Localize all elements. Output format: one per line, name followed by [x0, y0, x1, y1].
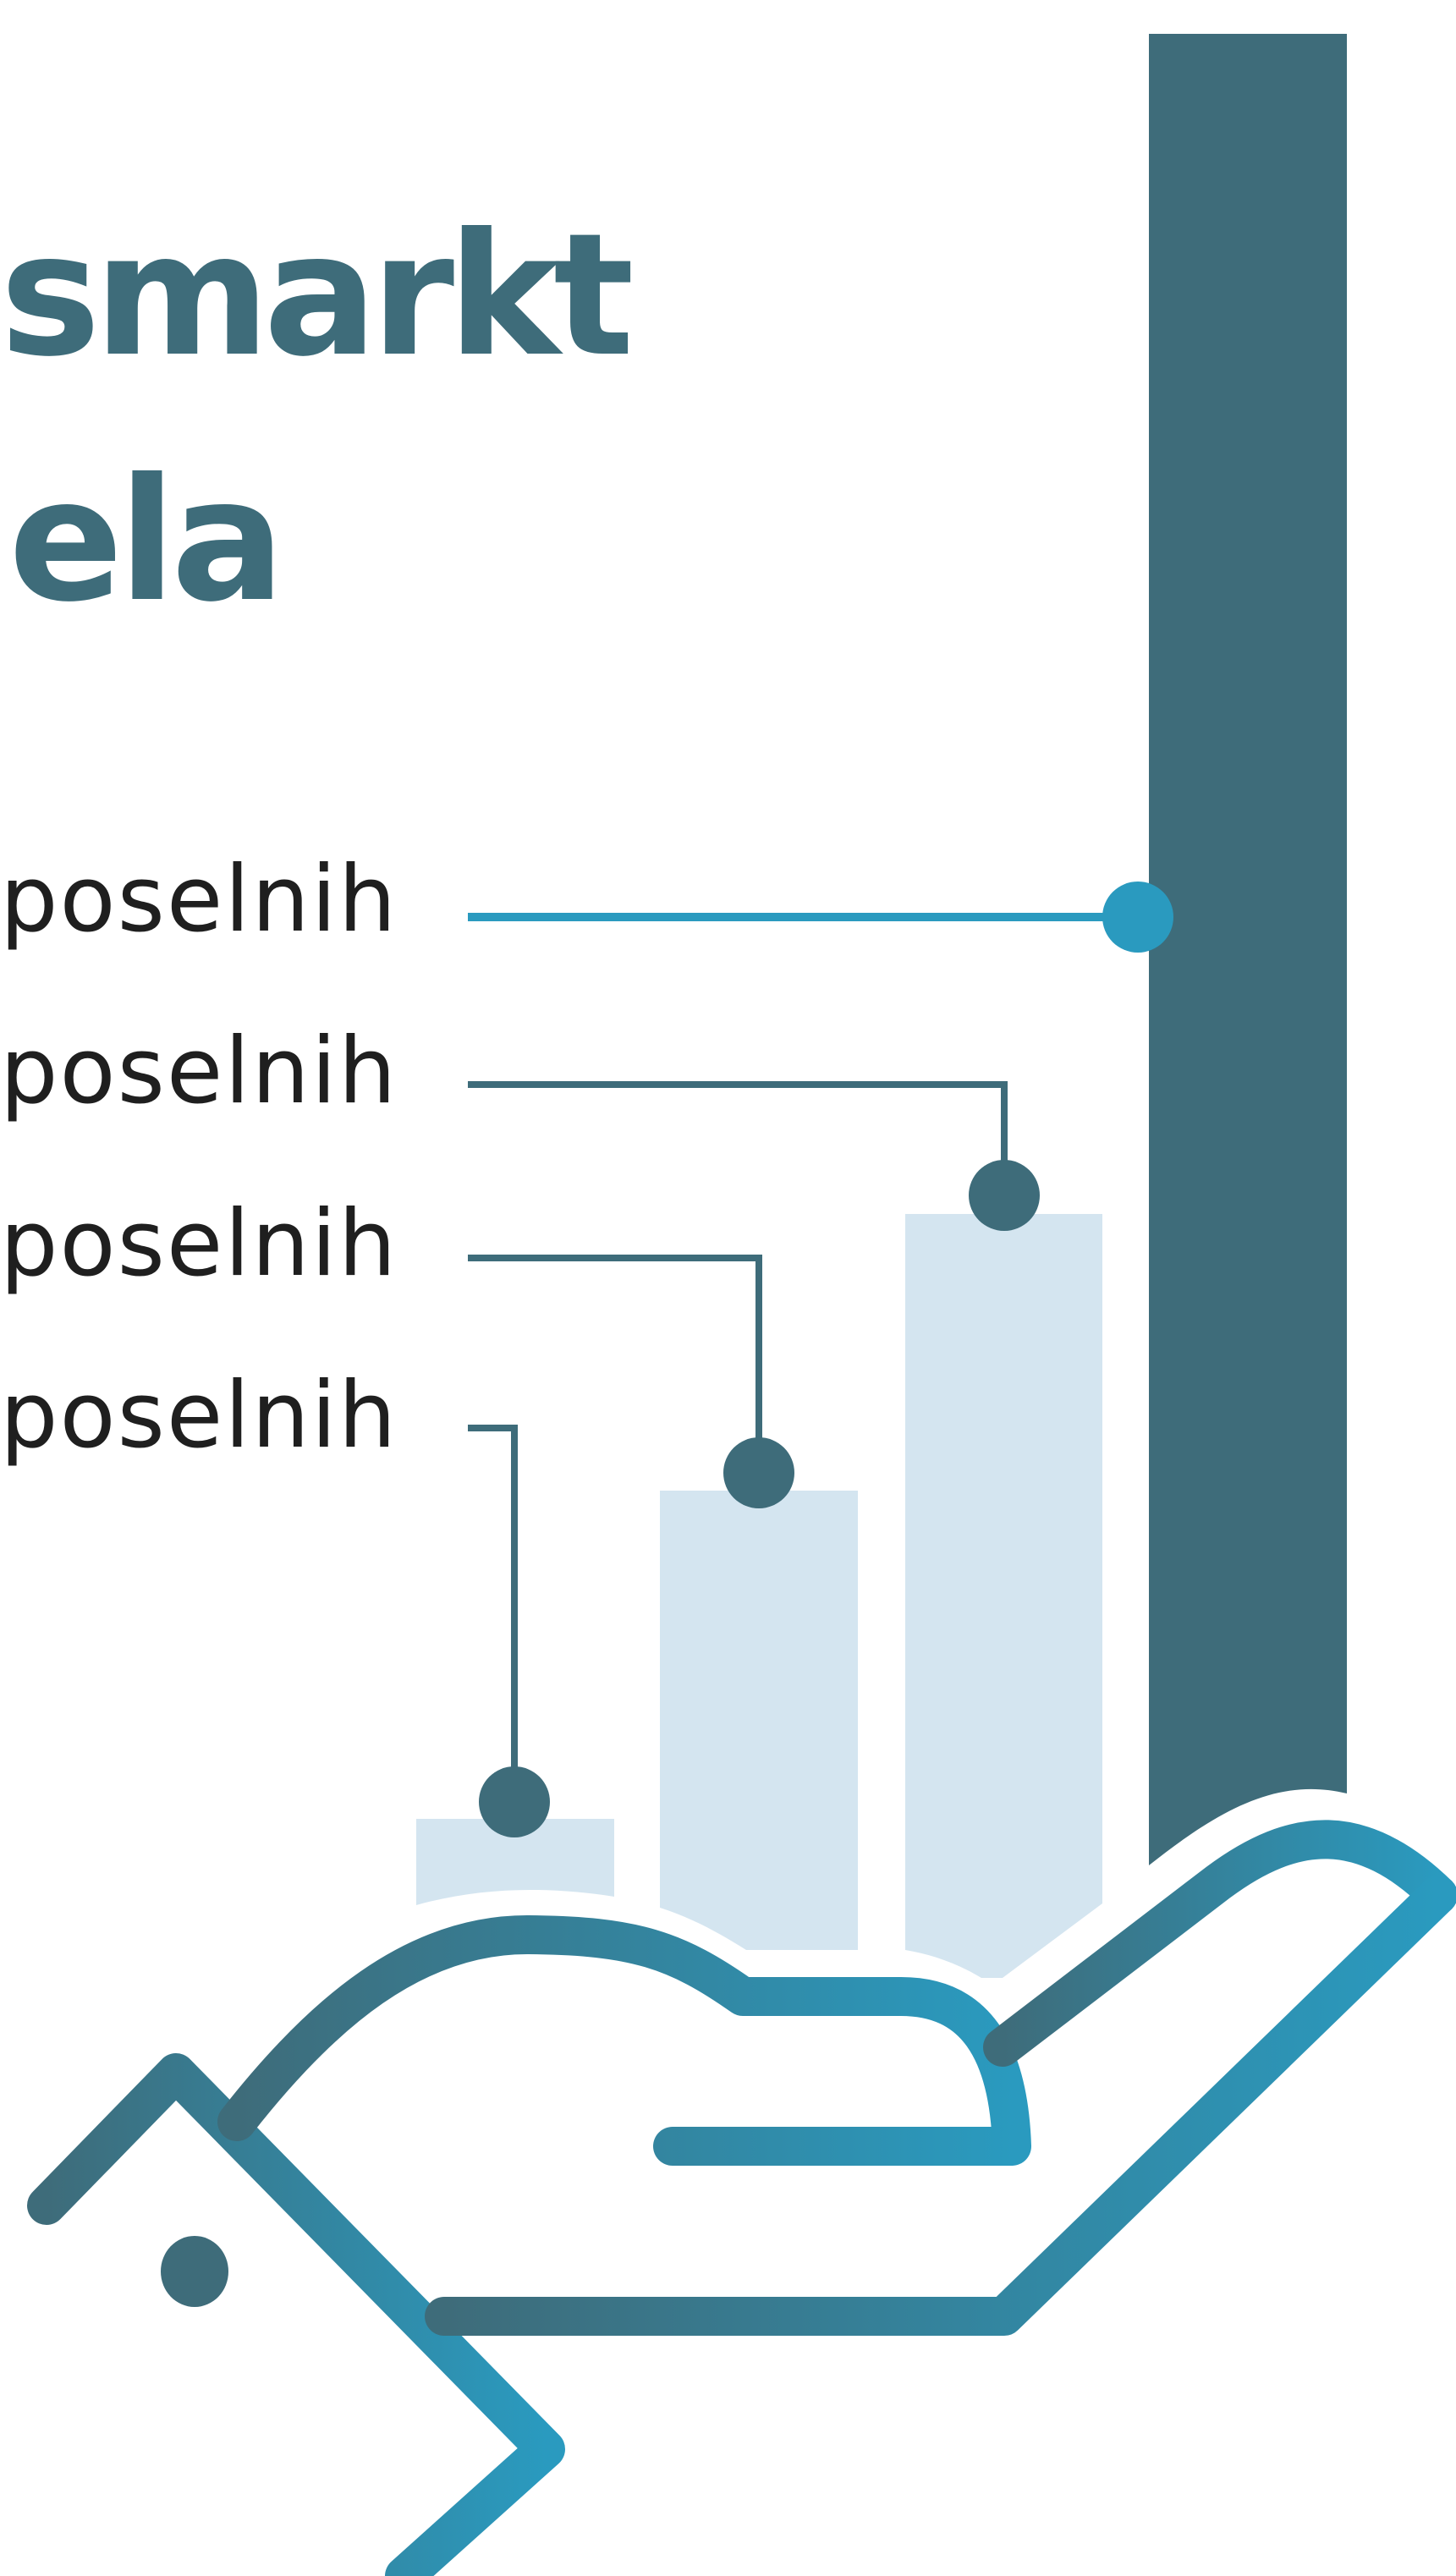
- connector-dot-icon: [479, 1766, 550, 1837]
- connector-dot-icon: [969, 1160, 1040, 1231]
- connector-dot-icon: [1102, 882, 1173, 953]
- headline-line-1: smarkt: [0, 197, 635, 394]
- hand-icon: [27, 1820, 1456, 2576]
- connector-1: [468, 882, 1173, 953]
- bar-3: [660, 1491, 858, 1950]
- bar-2: [905, 1214, 1102, 1978]
- connector-3: [468, 1255, 794, 1508]
- headline-line-2: ela: [8, 442, 285, 640]
- chart-label-2: poselnih: [0, 1019, 398, 1124]
- chart-label-4: poselnih: [0, 1363, 398, 1469]
- connector-4: [468, 1425, 550, 1837]
- connector-2: [468, 1081, 1040, 1231]
- connector-dot-icon: [723, 1437, 794, 1508]
- bar-4: [416, 1819, 614, 1905]
- tall-bar: [1149, 34, 1347, 1865]
- chart-label-3: poselnih: [0, 1191, 398, 1297]
- chart-label-1: poselnih: [0, 847, 398, 953]
- hand-knuckle-dot: [161, 2236, 228, 2307]
